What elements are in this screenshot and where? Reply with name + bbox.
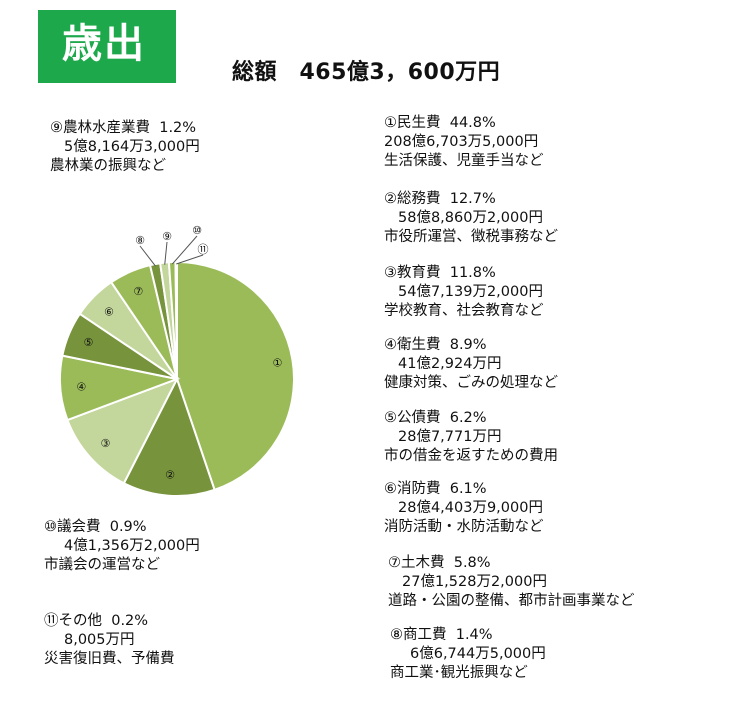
legend-amount: 208億6,703万5,000円 xyxy=(384,134,539,150)
legend-marker: ③ xyxy=(384,265,397,281)
legend-amount: 5億8,164万3,000円 xyxy=(64,139,200,155)
leader-line-9 xyxy=(164,241,168,265)
pie-marker-4: ④ xyxy=(76,381,86,394)
legend-marker: ⑧ xyxy=(390,627,403,643)
legend-amount: 28億7,771万円 xyxy=(398,429,502,445)
legend-marker: ② xyxy=(384,191,397,207)
legend-amount: 4億1,356万2,000円 xyxy=(64,538,200,554)
legend-desc: 生活保護、児童手当など xyxy=(384,153,544,169)
legend-item-5: ⑤公債費 6.2% 28億7,771万円 市の借金を返すための費用 xyxy=(384,409,558,466)
legend-item-2: ②総務費 12.7% 58億8,860万2,000円 市役所運営、徴税事務など xyxy=(384,190,558,247)
legend-name: 総務費 xyxy=(397,191,441,207)
legend-desc: 市議会の運営など xyxy=(44,557,160,573)
legend-percent: 8.9% xyxy=(449,337,487,353)
leader-line-10 xyxy=(171,235,198,265)
legend-percent: 44.8% xyxy=(449,115,496,131)
legend-desc: 市の借金を返すための費用 xyxy=(384,448,558,464)
legend-marker: ⑩ xyxy=(44,519,57,535)
legend-name: 衛生費 xyxy=(397,337,441,353)
legend-item-3: ③教育費 11.8% 54億7,139万2,000円 学校教育、社会教育など xyxy=(384,264,544,321)
legend-item-10: ⑩議会費 0.9% 4億1,356万2,000円 市議会の運営など xyxy=(44,518,200,575)
legend-percent: 0.2% xyxy=(111,613,149,629)
legend-name: 公債費 xyxy=(397,410,441,426)
pie-slice-2 xyxy=(122,376,216,497)
legend-item-1: ①民生費 44.8% 208億6,703万5,000円 生活保護、児童手当など xyxy=(384,114,544,171)
legend-name: 民生費 xyxy=(397,115,441,131)
pie-marker-5: ⑤ xyxy=(84,336,94,349)
legend-percent: 1.4% xyxy=(455,627,493,643)
legend-marker: ⑪ xyxy=(44,613,59,629)
legend-desc: 健康対策、ごみの処理など xyxy=(384,375,558,391)
legend-desc: 商工業･観光振興など xyxy=(390,665,528,681)
leader-line-8 xyxy=(139,245,156,267)
legend-name: 消防費 xyxy=(397,481,441,497)
legend-desc: 道路・公園の整備、都市計画事業など xyxy=(388,593,635,609)
legend-name: 教育費 xyxy=(397,265,441,281)
legend-amount: 58億8,860万2,000円 xyxy=(398,210,543,226)
legend-percent: 1.2% xyxy=(159,120,197,136)
legend-desc: 消防活動・水防活動など xyxy=(384,519,544,535)
legend-desc: 学校教育、社会教育など xyxy=(384,303,544,319)
legend-desc: 市役所運営、徴税事務など xyxy=(384,229,558,245)
legend-marker: ① xyxy=(384,115,397,131)
legend-name: 商工費 xyxy=(403,627,447,643)
legend-name: 議会費 xyxy=(57,519,101,535)
legend-marker: ⑦ xyxy=(388,555,401,571)
legend-amount: 54億7,139万2,000円 xyxy=(398,284,543,300)
pie-marker-1: ① xyxy=(272,356,282,369)
legend-amount: 8,005万円 xyxy=(64,632,135,648)
pie-marker-10: ⑩ xyxy=(192,224,202,237)
legend-amount: 41億2,924万円 xyxy=(398,356,502,372)
legend-item-9: ⑨農林水産業費 1.2% 5億8,164万3,000円 農林業の振興など xyxy=(50,119,200,176)
pie-marker-2: ② xyxy=(165,469,175,482)
legend-item-4: ④衛生費 8.9% 41億2,924万円 健康対策、ごみの処理など xyxy=(384,336,558,393)
legend-percent: 6.1% xyxy=(449,481,487,497)
legend-item-7: ⑦土木費 5.8% 27億1,528万2,000円 道路・公園の整備、都市計画事… xyxy=(388,554,635,611)
legend-name: 農林水産業費 xyxy=(63,120,150,136)
legend-name: その他 xyxy=(58,613,103,629)
pie-marker-8: ⑧ xyxy=(135,234,145,247)
legend-desc: 災害復旧費、予備費 xyxy=(44,651,175,667)
legend-marker: ⑨ xyxy=(50,120,63,136)
legend-marker: ⑤ xyxy=(384,410,397,426)
legend-amount: 28億4,403万9,000円 xyxy=(398,500,543,516)
pie-marker-3: ③ xyxy=(100,437,110,450)
pie-marker-7: ⑦ xyxy=(133,285,143,298)
legend-percent: 11.8% xyxy=(449,265,496,281)
legend-item-8: ⑧商工費 1.4% 6億6,744万5,000円 商工業･観光振興など xyxy=(390,626,546,683)
legend-item-6: ⑥消防費 6.1% 28億4,403万9,000円 消防活動・水防活動など xyxy=(384,480,544,537)
total-amount: 総額 465億3，600万円 xyxy=(232,60,501,85)
legend-amount: 27億1,528万2,000円 xyxy=(402,574,547,590)
pie-slice-1 xyxy=(176,260,295,492)
legend-desc: 農林業の振興など xyxy=(50,158,166,174)
legend-name: 土木費 xyxy=(401,555,445,571)
pie-marker-11: ⑪ xyxy=(198,243,209,256)
leader-line-11 xyxy=(176,254,204,265)
legend-item-11: ⑪その他 0.2% 8,005万円 災害復旧費、予備費 xyxy=(44,612,175,669)
page-title: 歳出 xyxy=(38,10,176,83)
legend-marker: ④ xyxy=(384,337,397,353)
pie-slice-11 xyxy=(174,260,178,380)
legend-marker: ⑥ xyxy=(384,481,397,497)
legend-percent: 5.8% xyxy=(453,555,491,571)
pie-marker-9: ⑨ xyxy=(162,230,172,243)
legend-percent: 12.7% xyxy=(449,191,496,207)
legend-percent: 6.2% xyxy=(449,410,487,426)
legend-percent: 0.9% xyxy=(109,519,147,535)
pie-marker-6: ⑥ xyxy=(104,305,114,318)
pie-slice-3 xyxy=(66,377,180,485)
legend-amount: 6億6,744万5,000円 xyxy=(410,646,546,662)
